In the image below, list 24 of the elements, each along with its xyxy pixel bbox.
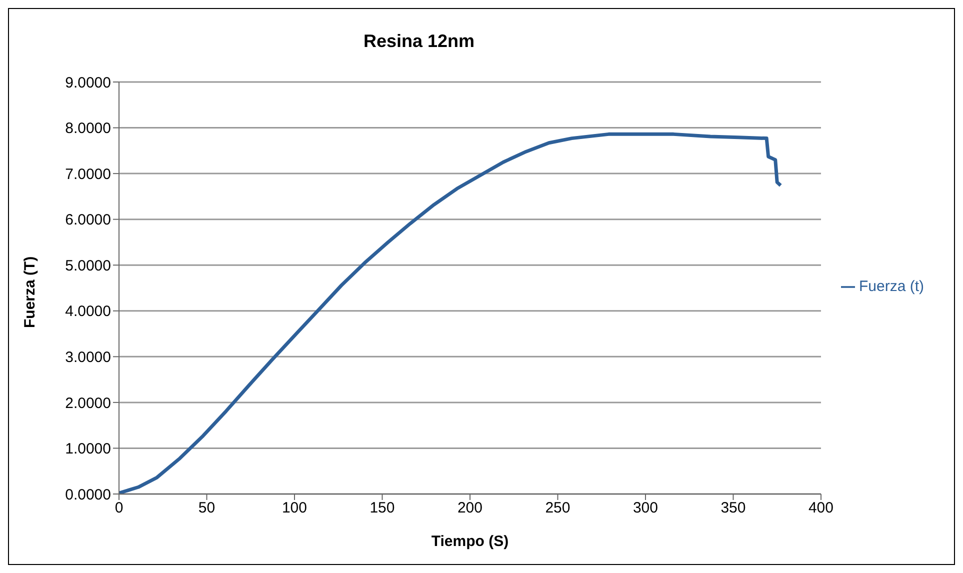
y-axis-title: Fuerza (T) <box>21 256 38 328</box>
y-tick-label: 1.0000 <box>65 440 111 458</box>
y-tick-label: 4.0000 <box>65 303 111 320</box>
x-tick-label: 250 <box>545 500 570 517</box>
x-tick-label: 200 <box>457 500 483 517</box>
y-tick-label: 5.0000 <box>65 257 111 274</box>
line-series <box>119 132 782 494</box>
x-tick-label: 0 <box>114 500 124 517</box>
x-tick-label: 300 <box>632 500 658 517</box>
x-axis-title: Tiempo (S) <box>431 533 509 550</box>
y-tick-label: 7.0000 <box>65 166 111 183</box>
x-tick-label: 400 <box>808 500 834 517</box>
chart-title: Resina 12nm <box>362 31 476 52</box>
legend-label: Fuerza (t) <box>858 278 924 295</box>
x-tick-label: 50 <box>198 500 216 517</box>
x-tick-label: 350 <box>720 500 746 517</box>
y-tick-label: 2.0000 <box>65 394 111 412</box>
y-tick-label: 0.0000 <box>65 486 111 504</box>
x-tick-label: 150 <box>370 500 395 517</box>
y-tick-label: 8.0000 <box>65 120 111 138</box>
x-tick-label: 100 <box>282 500 308 517</box>
y-tick-label: 9.0000 <box>65 74 111 92</box>
y-tick-label: 6.0000 <box>65 212 111 229</box>
y-tick-label: 3.0000 <box>65 348 111 366</box>
